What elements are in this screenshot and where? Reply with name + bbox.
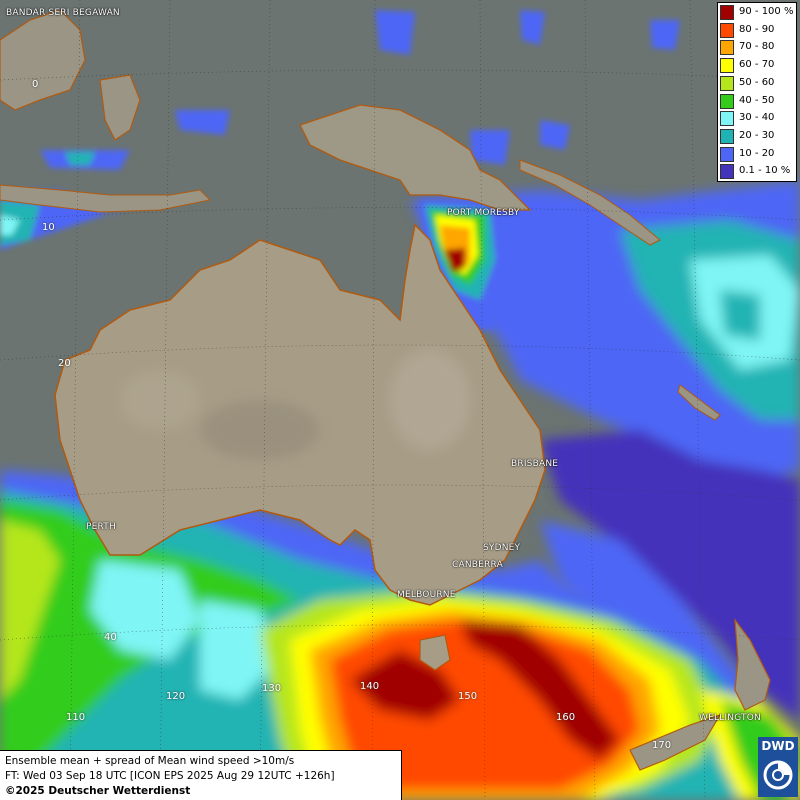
new-caledonia bbox=[677, 384, 721, 421]
legend-label: 80 - 90 bbox=[739, 23, 775, 35]
legend-row: 0.1 - 10 % bbox=[720, 163, 796, 180]
city-label-perth: PERTH bbox=[86, 522, 116, 532]
new-guinea bbox=[299, 104, 532, 211]
port-moresby-hotspot bbox=[420, 200, 505, 330]
lon-label-170: 170 bbox=[652, 740, 672, 751]
lat-label-40: 40 bbox=[104, 632, 117, 643]
legend-label: 50 - 60 bbox=[739, 76, 775, 88]
forecast-time: FT: Wed 03 Sep 18 UTC [ICON EPS 2025 Aug… bbox=[5, 770, 335, 782]
lat-label-20: 20 bbox=[58, 358, 71, 369]
lon-label-140: 140 bbox=[360, 681, 380, 692]
legend-label: 40 - 50 bbox=[739, 94, 775, 106]
northern-wind-zone bbox=[0, 10, 680, 250]
legend-label: 0.1 - 10 % bbox=[739, 165, 791, 177]
legend-swatch bbox=[720, 5, 734, 20]
dwd-logo: DWD bbox=[758, 737, 798, 797]
legend-swatch bbox=[720, 111, 734, 127]
legend-row: 50 - 60 bbox=[720, 75, 796, 92]
legend-swatch bbox=[720, 146, 734, 162]
city-label-wellington: WELLINGTON bbox=[699, 713, 761, 723]
legend-row: 70 - 80 bbox=[720, 39, 796, 56]
city-label-bandar-seri-begawan: BANDAR SERI BEGAWAN bbox=[6, 8, 120, 18]
legend-label: 60 - 70 bbox=[739, 59, 775, 71]
legend-swatch bbox=[720, 128, 734, 144]
legend-row: 90 - 100 % bbox=[720, 4, 796, 21]
legend-row: 30 - 40 bbox=[720, 110, 796, 127]
lon-label-130: 130 bbox=[262, 683, 282, 694]
lon-label-120: 120 bbox=[166, 691, 186, 702]
new-zealand bbox=[734, 617, 771, 711]
legend-row: 80 - 90 bbox=[720, 22, 796, 39]
legend-label: 90 - 100 % bbox=[739, 6, 794, 17]
city-label-melbourne: MELBOURNE bbox=[397, 590, 456, 600]
dwd-swirl-icon bbox=[763, 760, 793, 790]
lat-label-0: 0 bbox=[32, 79, 39, 90]
legend-row: 20 - 30 bbox=[720, 128, 796, 145]
probability-legend: 90 - 100 % 80 - 90 70 - 80 60 - 70 50 - 60 40… bbox=[717, 2, 797, 182]
pacific-islands bbox=[519, 159, 661, 246]
lesser-sunda-islands bbox=[0, 184, 212, 213]
sulawesi bbox=[99, 74, 141, 141]
city-label-brisbane: BRISBANE bbox=[511, 459, 559, 469]
copyright: ©2025 Deutscher Wetterdienst bbox=[5, 785, 191, 797]
tasmania bbox=[419, 634, 451, 671]
legend-swatch bbox=[720, 58, 734, 74]
legend-label: 10 - 20 bbox=[739, 147, 775, 159]
legend-swatch bbox=[720, 75, 734, 91]
new-zealand-south bbox=[629, 713, 722, 771]
legend-swatch bbox=[720, 40, 734, 56]
legend-label: 70 - 80 bbox=[739, 41, 775, 53]
lon-label-110: 110 bbox=[66, 712, 86, 723]
city-label-port-moresby: PORT MORESBY bbox=[447, 208, 520, 218]
legend-swatch bbox=[720, 93, 734, 109]
legend-row: 40 - 50 bbox=[720, 93, 796, 110]
legend-label: 20 - 30 bbox=[739, 129, 775, 141]
legend-swatch bbox=[720, 22, 734, 38]
lon-label-160: 160 bbox=[556, 712, 576, 723]
borneo bbox=[0, 9, 86, 111]
legend-row: 60 - 70 bbox=[720, 57, 796, 74]
legend-label: 30 - 40 bbox=[739, 112, 775, 124]
city-label-sydney: SYDNEY bbox=[483, 543, 521, 553]
legend-swatch bbox=[720, 164, 734, 180]
australia-terrain bbox=[120, 350, 470, 460]
dwd-logo-text: DWD bbox=[761, 739, 795, 753]
city-label-canberra: CANBERRA bbox=[452, 560, 503, 570]
lat-label-10: 10 bbox=[42, 222, 55, 233]
lon-label-150: 150 bbox=[458, 691, 478, 702]
info-panel: Ensemble mean + spread of Mean wind spee… bbox=[0, 750, 402, 800]
legend-row: 10 - 20 bbox=[720, 146, 796, 163]
map-title: Ensemble mean + spread of Mean wind spee… bbox=[5, 755, 295, 767]
southern-ocean-wind-zone bbox=[0, 470, 800, 800]
